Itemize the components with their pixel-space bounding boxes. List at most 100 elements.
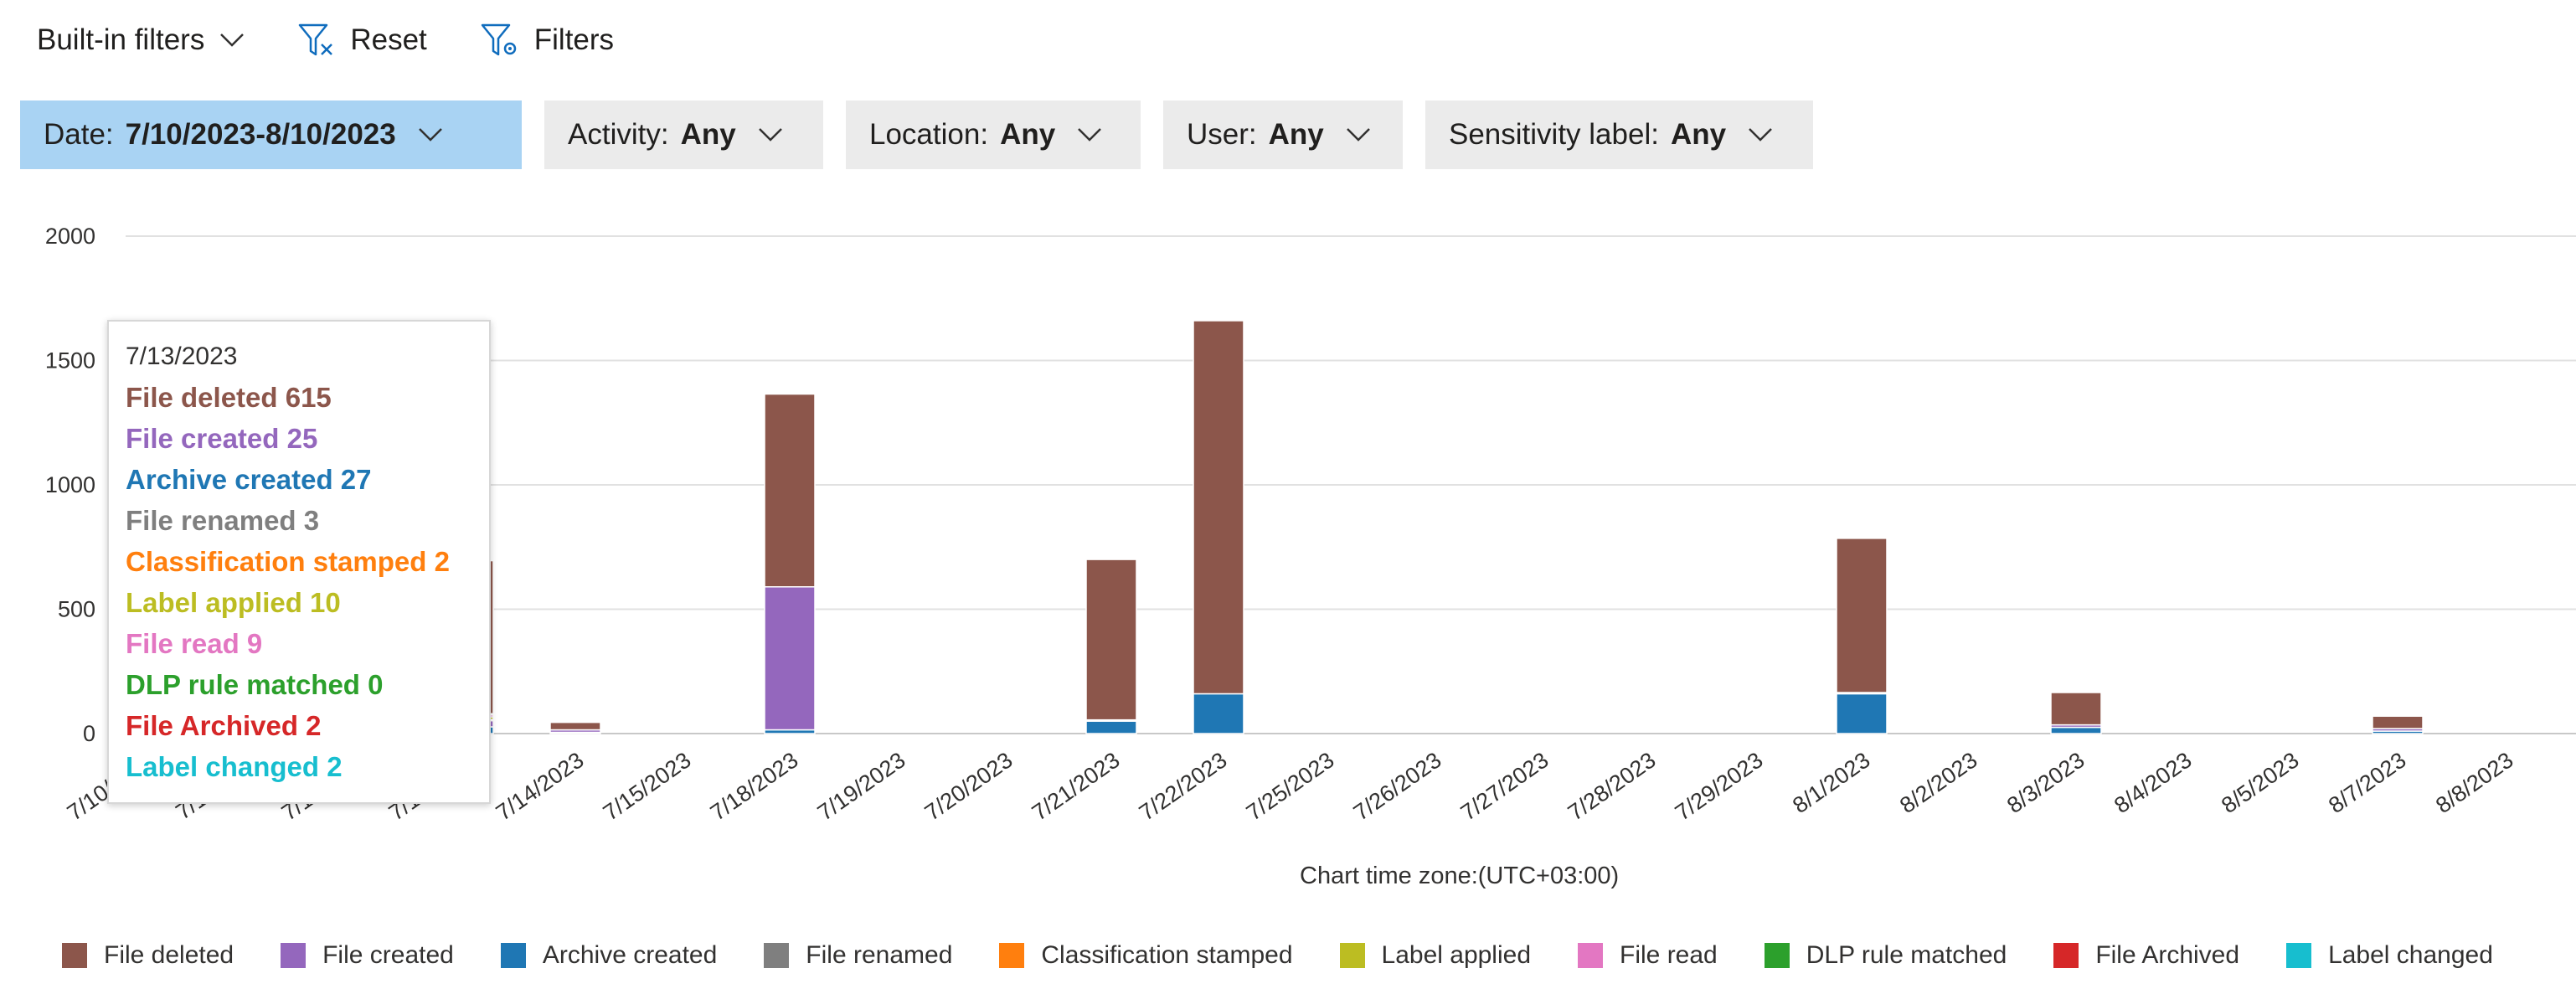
location-filter-value: Any [1000,118,1056,151]
tooltip-row: DLP rule matched 0 [126,669,384,700]
y-tick-label: 1500 [45,348,95,373]
chevron-down-icon [1749,128,1772,142]
x-tick-label: 8/8/2023 [2431,747,2517,818]
x-tick-label: 7/19/2023 [813,747,910,825]
bar-segment [2050,726,2102,734]
x-tick-label: 7/14/2023 [492,747,589,825]
tooltip-row: Archive created 27 [126,464,372,495]
x-tick-label: 8/4/2023 [2110,747,2196,818]
legend-item[interactable]: Archive created [500,941,718,970]
legend-label: File created [322,941,454,969]
bar-segment [1836,538,1888,693]
legend-label: Classification stamped [1041,941,1293,969]
legend-label: DLP rule matched [1806,941,2007,969]
bar-segment [1193,693,1244,734]
legend-item[interactable]: File renamed [764,941,952,970]
sensitivity-filter-value: Any [1670,118,1727,151]
legend-item[interactable]: DLP rule matched [1764,941,2007,970]
chevron-down-icon [418,128,442,142]
bar-segment [1085,559,1137,721]
y-tick-label: 2000 [45,224,95,249]
legend-swatch [764,943,790,968]
reset-label: Reset [350,23,427,56]
legend-item[interactable]: Classification stamped [999,941,1293,970]
reset-button[interactable]: Reset [298,23,427,58]
location-filter[interactable]: Location: Any [846,100,1141,169]
chart-tooltip: 7/13/2023 File deleted 615 File created 2… [107,320,491,804]
sensitivity-label-filter[interactable]: Sensitivity label: Any [1425,100,1813,169]
x-tick-label: 7/25/2023 [1242,747,1339,825]
filter-settings-icon [481,23,517,56]
legend-swatch [999,943,1025,968]
y-tick-label: 1000 [45,472,95,497]
legend-item[interactable]: Label applied [1339,941,1531,970]
tooltip-row: File Archived 2 [126,710,322,741]
legend-swatch [1339,943,1365,968]
x-tick-label: 8/3/2023 [2002,747,2089,818]
legend-label: File renamed [806,941,953,969]
legend-swatch [1578,943,1604,968]
x-tick-label: 7/28/2023 [1564,747,1661,825]
x-tick-label: 7/26/2023 [1349,747,1446,825]
x-tick-label: 7/21/2023 [1028,747,1125,825]
x-tick-label: 8/7/2023 [2324,747,2410,818]
user-filter[interactable]: User: Any [1163,100,1403,169]
legend-label: File Archived [2095,941,2240,969]
x-tick-label: 8/1/2023 [1788,747,1874,818]
bar-segment [2050,692,2102,726]
builtin-filters-label: Built-in filters [37,23,205,56]
legend-item[interactable]: File created [281,941,454,970]
legend-swatch [62,943,87,968]
user-filter-label: User: [1187,118,1257,151]
activity-filter-value: Any [680,118,736,151]
tooltip-date: 7/13/2023 [126,342,238,370]
bar-segment [1193,320,1244,695]
activity-filter[interactable]: Activity: Any [544,100,823,169]
user-filter-value: Any [1268,118,1324,151]
builtin-filters-button[interactable]: Built-in filters [37,23,245,57]
tooltip-row: File read 9 [126,628,263,659]
bar-segment [1836,693,1888,734]
x-tick-label: 7/15/2023 [599,747,696,825]
tooltip-row: File created 25 [126,423,318,454]
x-tick-label: 7/18/2023 [706,747,803,825]
legend-item[interactable]: File Archived [2053,941,2239,970]
x-tick-label: 8/2/2023 [1895,747,1981,818]
chart-legend: File deleted File created Archive created F… [62,936,2540,975]
bar-segment [764,586,816,731]
sensitivity-filter-label: Sensitivity label: [1449,118,1659,151]
bar-segment [764,393,816,588]
bar-segment [549,721,601,731]
legend-label: File read [1620,941,1718,969]
tooltip-row: Label applied 10 [126,587,341,618]
x-tick-label: 7/27/2023 [1456,747,1553,825]
legend-label: File deleted [104,941,234,969]
activity-filter-label: Activity: [568,118,669,151]
tooltip-row: File deleted 615 [126,382,332,413]
filters-button[interactable]: Filters [481,23,614,58]
legend-label: Label changed [2328,941,2493,969]
legend-swatch [2286,943,2312,968]
date-filter[interactable]: Date: 7/10/2023-8/10/2023 [20,100,522,169]
legend-label: Archive created [542,941,718,969]
activity-chart: 05001000150020007/10/20237/11/20237/12/2… [45,224,2576,826]
legend-item[interactable]: Label changed [2286,941,2493,970]
tooltip-row: File renamed 3 [126,505,320,536]
chevron-down-icon [220,33,245,47]
legend-swatch [281,943,307,968]
toolbar: Built-in filters Reset Filters [37,15,614,65]
legend-item[interactable]: File deleted [62,941,234,970]
legend-swatch [500,943,526,968]
chart-timezone-label: Chart time zone:(UTC+03:00) [1300,863,1620,889]
chevron-down-icon [1346,128,1370,142]
legend-item[interactable]: File read [1578,941,1718,970]
date-filter-label: Date: [44,118,114,151]
chevron-down-icon [758,128,782,142]
legend-swatch [1764,943,1790,968]
y-tick-label: 0 [83,721,95,746]
x-tick-label: 7/22/2023 [1135,747,1232,825]
filter-clear-icon [299,23,333,56]
x-tick-label: 8/5/2023 [2217,747,2303,818]
chevron-down-icon [1078,128,1102,142]
bar-segment [2372,715,2424,729]
